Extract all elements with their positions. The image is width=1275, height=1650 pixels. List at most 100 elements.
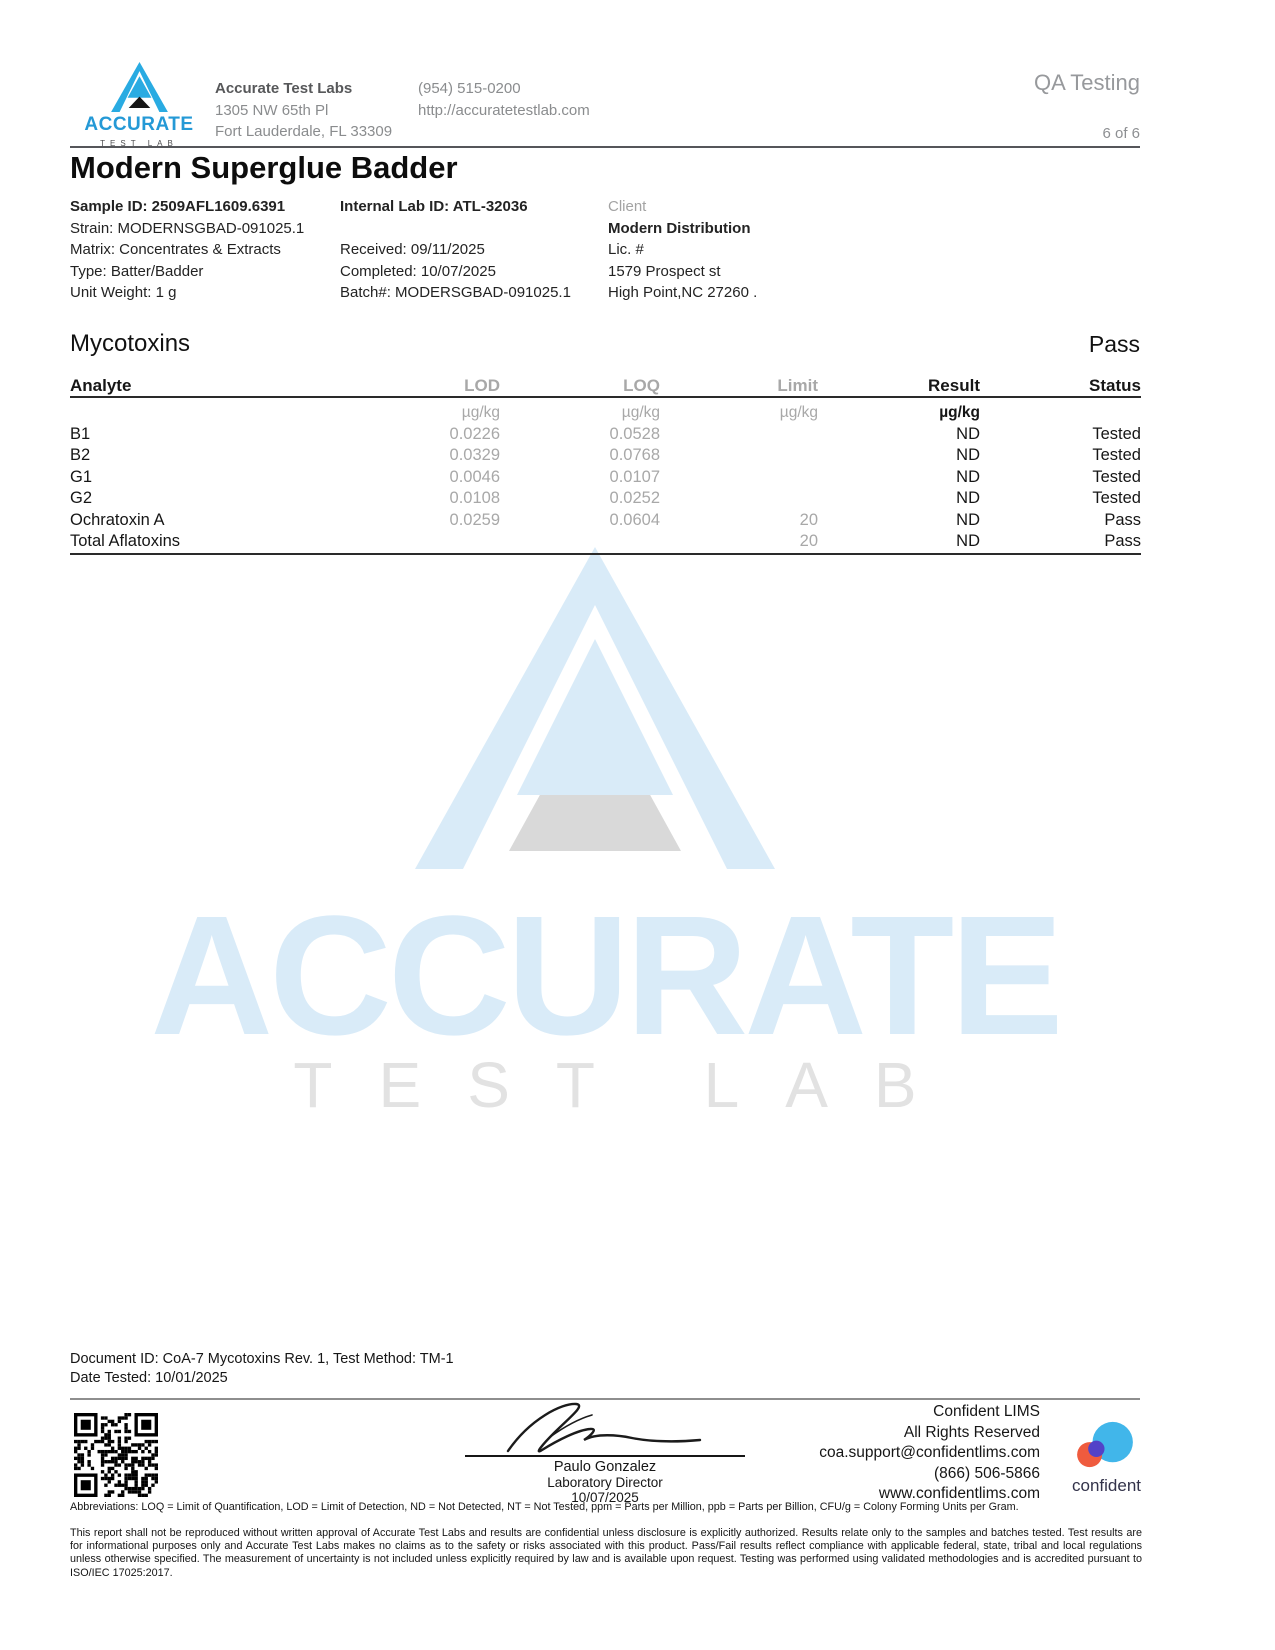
limit-value: 20 xyxy=(660,529,818,555)
table-row: B1 0.0226 0.0528 ND Tested xyxy=(70,422,1141,444)
lab-contact-block: (954) 515-0200 http://accuratetestlab.co… xyxy=(418,78,590,121)
document-id-line: Document ID: CoA-7 Mycotoxins Rev. 1, Te… xyxy=(70,1351,454,1367)
lab-phone: (954) 515-0200 xyxy=(418,80,521,97)
lod-value: 0.0259 xyxy=(449,510,500,529)
status-value: Pass xyxy=(1104,510,1141,529)
lims-info-block: Confident LIMS All Rights Reserved coa.s… xyxy=(620,1402,1040,1505)
limit-value xyxy=(660,422,818,444)
lims-website-link[interactable]: www.confidentlims.com xyxy=(878,1485,1040,1502)
document-meta-block: Document ID: CoA-7 Mycotoxins Rev. 1, Te… xyxy=(70,1350,454,1388)
table-row: B2 0.0329 0.0768 ND Tested xyxy=(70,444,1141,466)
strain-line: Strain: MODERNSGBAD-091025.1 xyxy=(70,219,305,237)
lab-logo-subtext: TEST LAB xyxy=(100,139,178,148)
table-row: Ochratoxin A 0.0259 0.0604 20 ND Pass xyxy=(70,508,1141,530)
limit-value xyxy=(660,487,818,509)
watermark-accurate-text: ACCURATE xyxy=(150,881,1063,1071)
result-value: ND xyxy=(956,424,980,443)
signer-name: Paulo Gonzalez xyxy=(553,1459,657,1475)
confident-wordmark: confident xyxy=(1072,1476,1141,1495)
limit-value xyxy=(660,444,818,466)
status-value: Tested xyxy=(1092,467,1141,486)
lab-name: Accurate Test Labs xyxy=(215,80,353,97)
analyte-name: Total Aflatoxins xyxy=(70,529,350,555)
page-indicator: 6 of 6 xyxy=(1102,125,1140,142)
column-header-limit: Limit xyxy=(660,369,818,398)
client-city-line: High Point,NC 27260 . xyxy=(608,284,758,301)
qr-code xyxy=(74,1413,158,1502)
received-line: Received: 09/11/2025 xyxy=(340,241,485,258)
lab-logo-wordmark: ACCURATE xyxy=(84,114,194,135)
completed-line: Completed: 10/07/2025 xyxy=(340,262,496,280)
status-value: Tested xyxy=(1092,489,1141,507)
units-result: µg/kg xyxy=(939,404,980,421)
client-info-column: Client Modern Distribution Lic. # 1579 P… xyxy=(608,196,757,304)
abbreviations-line: Abbreviations: LOQ = Limit of Quantifica… xyxy=(70,1501,1019,1513)
limit-value xyxy=(660,465,818,487)
column-header-loq: LOQ xyxy=(500,369,660,398)
mycotoxins-table-wrapper: Analyte LOD LOQ Limit Result Status µg/k… xyxy=(70,369,1141,555)
type-line: Type: Batter/Badder xyxy=(70,262,204,280)
sample-info-column-1: Sample ID: 2509AFL1609.6391 Strain: MODE… xyxy=(70,196,304,304)
batch-line: Batch#: MODERSGBAD-091025.1 xyxy=(340,284,571,301)
sample-id-line: Sample ID: 2509AFL1609.6391 xyxy=(70,198,286,215)
result-value: ND xyxy=(956,446,980,464)
result-value: ND xyxy=(956,489,980,507)
table-row: Total Aflatoxins 20 ND Pass xyxy=(70,529,1141,555)
signature-scribble xyxy=(500,1399,710,1462)
lod-value xyxy=(350,529,500,555)
disclaimer-paragraph: This report shall not be reproduced with… xyxy=(70,1527,1142,1579)
lod-value: 0.0329 xyxy=(449,446,500,464)
matrix-line: Matrix: Concentrates & Extracts xyxy=(70,241,281,258)
sample-info-column-2: Internal Lab ID: ATL-32036 Received: 09/… xyxy=(340,196,571,304)
date-tested-line: Date Tested: 10/01/2025 xyxy=(70,1370,228,1386)
result-value: ND xyxy=(956,467,980,486)
loq-value: 0.0604 xyxy=(609,510,660,529)
lab-address-line1: 1305 NW 65th Pl xyxy=(215,101,329,119)
signer-title: Laboratory Director xyxy=(547,1475,663,1490)
table-units-row: µg/kg µg/kg µg/kg µg/kg xyxy=(70,397,1141,422)
column-header-status: Status xyxy=(980,369,1141,398)
lims-name: Confident LIMS xyxy=(933,1403,1040,1420)
table-header-row: Analyte LOD LOQ Limit Result Status xyxy=(70,369,1141,398)
lims-rights: All Rights Reserved xyxy=(903,1423,1040,1441)
client-name: Modern Distribution xyxy=(608,219,751,237)
loq-value: 0.0768 xyxy=(609,446,660,464)
signature-line xyxy=(465,1455,745,1457)
loq-value: 0.0252 xyxy=(609,489,660,507)
column-header-analyte: Analyte xyxy=(70,369,350,398)
lod-value: 0.0108 xyxy=(449,489,500,507)
result-value: ND xyxy=(818,529,980,555)
limit-value: 20 xyxy=(799,510,818,529)
column-header-lod: LOD xyxy=(350,369,500,398)
analyte-name: G2 xyxy=(70,489,93,507)
status-value: Tested xyxy=(1092,446,1141,464)
lod-value: 0.0226 xyxy=(449,424,500,443)
internal-lab-id-line: Internal Lab ID: ATL-32036 xyxy=(340,198,528,215)
confident-logo: confident xyxy=(1072,1420,1141,1496)
status-value: Tested xyxy=(1092,424,1141,443)
section-title-mycotoxins: Mycotoxins xyxy=(70,330,191,357)
lims-email-link[interactable]: coa.support@confidentlims.com xyxy=(819,1444,1040,1461)
section-status-badge: Pass xyxy=(1088,331,1140,357)
lod-value: 0.0046 xyxy=(449,467,500,486)
loq-value: 0.0107 xyxy=(609,467,660,486)
footer-divider xyxy=(70,1398,1140,1400)
units-lod: µg/kg xyxy=(461,404,500,421)
confident-circles-icon xyxy=(1077,1421,1133,1468)
client-street-line: 1579 Prospect st xyxy=(608,262,721,280)
status-value: Pass xyxy=(980,529,1141,555)
table-row: G2 0.0108 0.0252 ND Tested xyxy=(70,487,1141,509)
client-label: Client xyxy=(608,198,647,215)
lims-phone: (866) 506-5866 xyxy=(934,1464,1040,1482)
qa-testing-label: QA Testing xyxy=(1034,70,1140,95)
loq-value: 0.0528 xyxy=(609,424,660,443)
lab-logo: ACCURATE TEST LAB xyxy=(74,62,204,148)
units-analyte xyxy=(70,397,350,422)
analyte-name: Ochratoxin A xyxy=(70,510,165,529)
lab-address-block: Accurate Test Labs 1305 NW 65th Pl Fort … xyxy=(215,78,392,143)
loq-value xyxy=(500,529,660,555)
lab-website-link[interactable]: http://accuratetestlab.com xyxy=(418,101,590,119)
client-license-line: Lic. # xyxy=(608,241,644,258)
analyte-name: B2 xyxy=(70,446,91,464)
